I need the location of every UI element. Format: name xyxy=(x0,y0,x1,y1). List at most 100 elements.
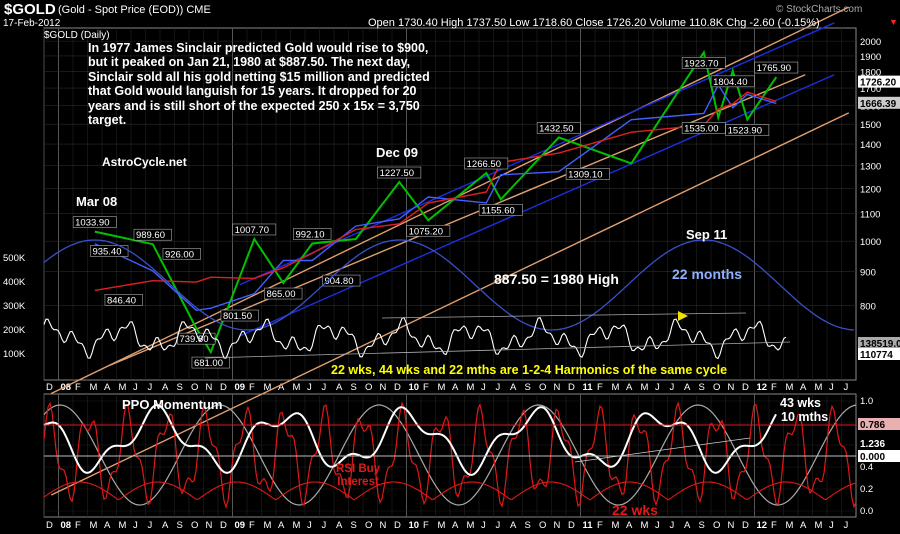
month-tick-label: M xyxy=(786,520,794,531)
month-tick-label: O xyxy=(713,520,720,531)
momentum-badge-2: 1.236 xyxy=(860,439,885,450)
down-arrow-icon: ▼ xyxy=(889,17,898,27)
month-tick-label: D xyxy=(742,382,749,393)
month-tick-label: A xyxy=(800,382,807,393)
month-tick-label: D xyxy=(220,520,227,531)
volume-line xyxy=(43,316,787,360)
symbol-description: (Gold - Spot Price (EOD)) CME xyxy=(58,4,211,16)
sep11-label: Sep 11 xyxy=(686,227,728,242)
month-tick-label: M xyxy=(612,382,620,393)
month-tick-label: D xyxy=(394,382,401,393)
month-tick-label: A xyxy=(452,520,459,531)
price-label: 1155.60 xyxy=(481,205,515,216)
momentum-tick-label: 0.4 xyxy=(860,462,873,473)
price-label: 992.10 xyxy=(295,229,324,240)
month-tick-label: M xyxy=(264,520,272,531)
month-tick-label: 09 xyxy=(235,520,246,531)
price-label: 1033.90 xyxy=(75,218,109,229)
price-label: 989.60 xyxy=(136,230,165,241)
current-price-badge: 1726.20 xyxy=(860,78,897,89)
lower-blue-channel xyxy=(239,74,835,337)
price-label-box xyxy=(464,157,509,170)
price-label: 904.80 xyxy=(324,276,353,287)
ma-long-line xyxy=(94,91,777,292)
momentum-tick-label: 1.0 xyxy=(860,396,873,407)
price-label: 1535.00 xyxy=(684,124,718,135)
dec09-label: Dec 09 xyxy=(376,145,418,160)
month-tick-label: J xyxy=(496,382,501,393)
price-label-box xyxy=(536,122,581,134)
month-tick-label: J xyxy=(844,520,849,531)
current-price-badge-box xyxy=(858,75,900,88)
month-tick-label: D xyxy=(394,520,401,531)
month-tick-label: M xyxy=(293,382,301,393)
price-tick-label: 1400 xyxy=(860,140,881,151)
volume-tick-label: 200K xyxy=(3,325,26,336)
month-tick-label: 09 xyxy=(235,382,246,393)
month-tick-label: 11 xyxy=(583,382,594,393)
month-tick-label: J xyxy=(133,520,138,531)
month-tick-label: 08 xyxy=(61,520,72,531)
price-label: 1923.70 xyxy=(684,58,718,69)
astrocycle-label: AstroCycle.net xyxy=(102,155,187,169)
month-tick-label: M xyxy=(119,382,127,393)
month-tick-label: A xyxy=(684,382,691,393)
rsi-label: RSI Buy Interest xyxy=(336,463,381,488)
month-tick-label: D xyxy=(46,382,53,393)
volume-badge-2-box xyxy=(858,348,900,360)
price-label: 1523.90 xyxy=(728,126,762,137)
month-tick-label: A xyxy=(510,382,517,393)
month-tick-label: F xyxy=(75,520,81,531)
price-label: 801.50 xyxy=(223,311,252,322)
price-label-box xyxy=(232,223,277,236)
ma-value-badge: 1666.39 xyxy=(860,99,897,110)
price-label-box xyxy=(133,228,172,241)
price-label-box xyxy=(725,124,770,136)
month-tick-label: J xyxy=(670,520,675,531)
momentum-badge-1-box xyxy=(858,418,900,430)
price-label-box xyxy=(377,166,422,179)
price-label: 865.00 xyxy=(266,289,295,300)
price-tick-label: 1900 xyxy=(860,52,881,63)
month-tick-label: 11 xyxy=(583,520,594,531)
price-label-box xyxy=(264,287,303,300)
ohlc-readout: Open 1730.40 High 1737.50 Low 1718.60 Cl… xyxy=(368,17,820,29)
month-tick-label: S xyxy=(699,382,705,393)
price-label-box xyxy=(162,248,201,260)
price-label-box xyxy=(72,216,117,228)
price-tick-label: 900 xyxy=(860,268,876,279)
month-tick-label: F xyxy=(771,382,777,393)
month-tick-label: S xyxy=(525,382,531,393)
month-tick-label: M xyxy=(438,382,446,393)
month-tick-label: A xyxy=(104,382,111,393)
month-tick-label: F xyxy=(75,382,81,393)
price-label: 1432.50 xyxy=(539,123,573,134)
month-tick-label: 10 xyxy=(409,382,420,393)
price-label-box xyxy=(322,274,361,287)
momentum-trend-line xyxy=(574,437,751,463)
month-tick-label: M xyxy=(264,382,272,393)
month-tick-label: J xyxy=(655,382,660,393)
month-tick-label: A xyxy=(510,520,517,531)
chart-date: 17-Feb-2012 xyxy=(3,18,61,29)
price-tick-label: 1500 xyxy=(860,120,881,131)
high-1980-label: 887.50 = 1980 High xyxy=(494,271,619,287)
month-tick-label: M xyxy=(815,520,823,531)
volume-badge-1-box xyxy=(858,337,900,349)
price-tick-label: 1100 xyxy=(860,210,880,221)
price-label: 926.00 xyxy=(165,249,194,260)
month-tick-label: A xyxy=(162,382,169,393)
month-tick-label: S xyxy=(351,520,357,531)
months-22-label: 22 months xyxy=(672,266,743,282)
month-tick-label: F xyxy=(771,520,777,531)
month-tick-label: F xyxy=(423,382,429,393)
price-label: 1007.70 xyxy=(235,225,269,236)
momentum-badge-1: 0.786 xyxy=(860,420,885,431)
month-tick-label: A xyxy=(278,520,285,531)
volume-badge-2: 110774 xyxy=(860,350,893,361)
month-tick-label: S xyxy=(525,520,531,531)
month-tick-label: M xyxy=(438,520,446,531)
month-tick-label: D xyxy=(742,520,749,531)
price-label: 1266.50 xyxy=(467,159,501,170)
month-tick-label: A xyxy=(626,382,633,393)
